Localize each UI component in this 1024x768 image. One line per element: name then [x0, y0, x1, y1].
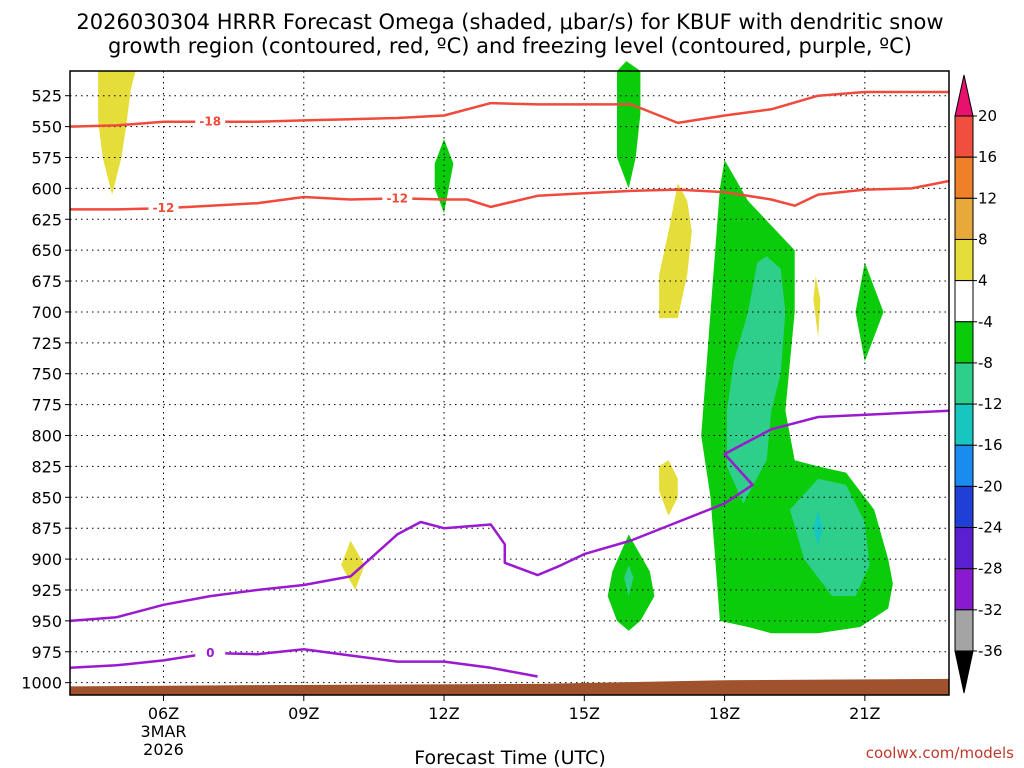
contour-label-minus12-b-bg [382, 191, 413, 206]
colorbar-segment-c4 [954, 238, 974, 282]
freezing-level-upper [69, 409, 950, 623]
terrain-ground [70, 678, 949, 695]
colorbar-label--24: -24 [978, 519, 1003, 537]
chart-title-line-1: 2026030304 HRRR Forecast Omega (shaded, … [76, 10, 943, 34]
contour-minus12 [70, 179, 950, 211]
colorbar-label-16: 16 [978, 148, 997, 166]
colorbar-label--16: -16 [978, 436, 1003, 454]
colorbar-label-8: 8 [978, 230, 988, 248]
colorbar-label-4: 4 [978, 272, 988, 290]
credit-text: coolwx.com/models [866, 744, 1014, 762]
y-tick-label-725: 725 [31, 334, 62, 353]
colorbar-segment-c16 [954, 115, 974, 158]
y-tick-label-700: 700 [31, 303, 62, 322]
contour-label-minus12-a-bg [148, 201, 179, 216]
x-tick-year: 2026 [143, 740, 184, 759]
gridlines [70, 71, 949, 695]
colorbar-label--28: -28 [978, 560, 1003, 578]
y-tick-label-775: 775 [31, 396, 62, 415]
colorbar-label--20: -20 [978, 477, 1003, 495]
contour-label-minus18: -18 [199, 115, 221, 129]
contour-label-minus18-bg [195, 114, 226, 129]
x-tick-label-18Z: 18Z [709, 704, 740, 723]
colorbar-segment-c8 [954, 197, 974, 240]
x-tick-label-06Z: 06Z [148, 704, 179, 723]
colorbar-top-arrow [954, 74, 974, 117]
colorbar-segment-c12 [954, 156, 974, 199]
y-tick-label-625: 625 [31, 210, 62, 229]
y-tick-label-800: 800 [31, 427, 62, 446]
colorbar-segment-m28 [954, 568, 974, 611]
colorbar-segment-m24 [954, 527, 974, 570]
colorbar-segment-m20 [954, 485, 974, 529]
contour-lines: -18 -12 -12 0 [69, 90, 950, 678]
omega-region-11 [790, 478, 870, 597]
y-tick-label-825: 825 [31, 457, 62, 476]
y-tick-label-950: 950 [31, 612, 62, 631]
omega-region-5 [617, 61, 641, 189]
y-tick-label-900: 900 [31, 550, 62, 569]
colorbar-segment-m4 [954, 321, 974, 364]
y-tick-label-525: 525 [31, 87, 62, 106]
y-tick-label-750: 750 [31, 365, 62, 384]
contour-label-zero: 0 [206, 646, 214, 660]
plot-frame [69, 70, 950, 696]
contour-label-minus12-b: -12 [386, 191, 408, 205]
omega-region-4 [813, 276, 821, 338]
contour-label-minus12-a: -12 [153, 201, 175, 215]
y-tick-label-925: 925 [31, 581, 62, 600]
colorbar-label--36: -36 [978, 642, 1003, 660]
omega-region-10 [726, 256, 786, 504]
y-tick-label-650: 650 [31, 241, 62, 260]
colorbar-segment-m12 [954, 403, 974, 446]
colorbar-segment-m8 [954, 362, 974, 405]
colorbar-segment-white [954, 280, 974, 323]
colorbar-segment-m16 [954, 444, 974, 487]
plot-area: -18 -12 -12 0 [69, 61, 950, 696]
omega-region-2 [659, 460, 678, 516]
colorbar-segment-m32 [954, 609, 974, 652]
x-tick-label-12Z: 12Z [428, 704, 459, 723]
y-tick-label-975: 975 [31, 643, 62, 662]
omega-region-13 [624, 565, 634, 597]
y-tick-label-1000: 1000 [21, 674, 62, 693]
x-tick-label-09Z: 09Z [288, 704, 319, 723]
x-tick-date: 3MAR [140, 722, 186, 741]
y-tick-label-850: 850 [31, 488, 62, 507]
y-tick-label-875: 875 [31, 519, 62, 538]
chart-title-line-2: growth region (contoured, red, ºC) and f… [108, 34, 912, 58]
y-tick-label-675: 675 [31, 272, 62, 291]
freezing-level-lower [69, 648, 538, 678]
x-tick-label-21Z: 21Z [849, 704, 880, 723]
colorbar-label--4: -4 [978, 313, 993, 331]
y-axis-pressure-ticks: 525 550 575 600 625 650 675 700 725 750 775 800 825 8… [21, 87, 70, 693]
omega-colorbar: 20 16 12 8 4 -4 -8 -12 -16 -20 -24 -28 -32 -36 [954, 74, 1003, 694]
colorbar-label--12: -12 [978, 395, 1003, 413]
omega-region-0 [98, 71, 136, 195]
omega-shading [98, 61, 893, 634]
colorbar-bottom-arrow [954, 650, 974, 694]
omega-region-1 [659, 183, 692, 319]
x-tick-label-15Z: 15Z [569, 704, 600, 723]
omega-region-3 [341, 540, 365, 590]
colorbar-label--32: -32 [978, 601, 1003, 619]
y-tick-label-600: 600 [31, 179, 62, 198]
y-tick-label-550: 550 [31, 118, 62, 137]
contour-label-zero-bg [195, 645, 226, 660]
y-tick-label-575: 575 [31, 148, 62, 167]
omega-region-7 [855, 262, 884, 362]
colorbar-label--8: -8 [978, 354, 993, 372]
colorbar-label-12: 12 [978, 189, 997, 207]
colorbar-label-20: 20 [978, 107, 997, 125]
x-axis-label: Forecast Time (UTC) [414, 747, 605, 768]
